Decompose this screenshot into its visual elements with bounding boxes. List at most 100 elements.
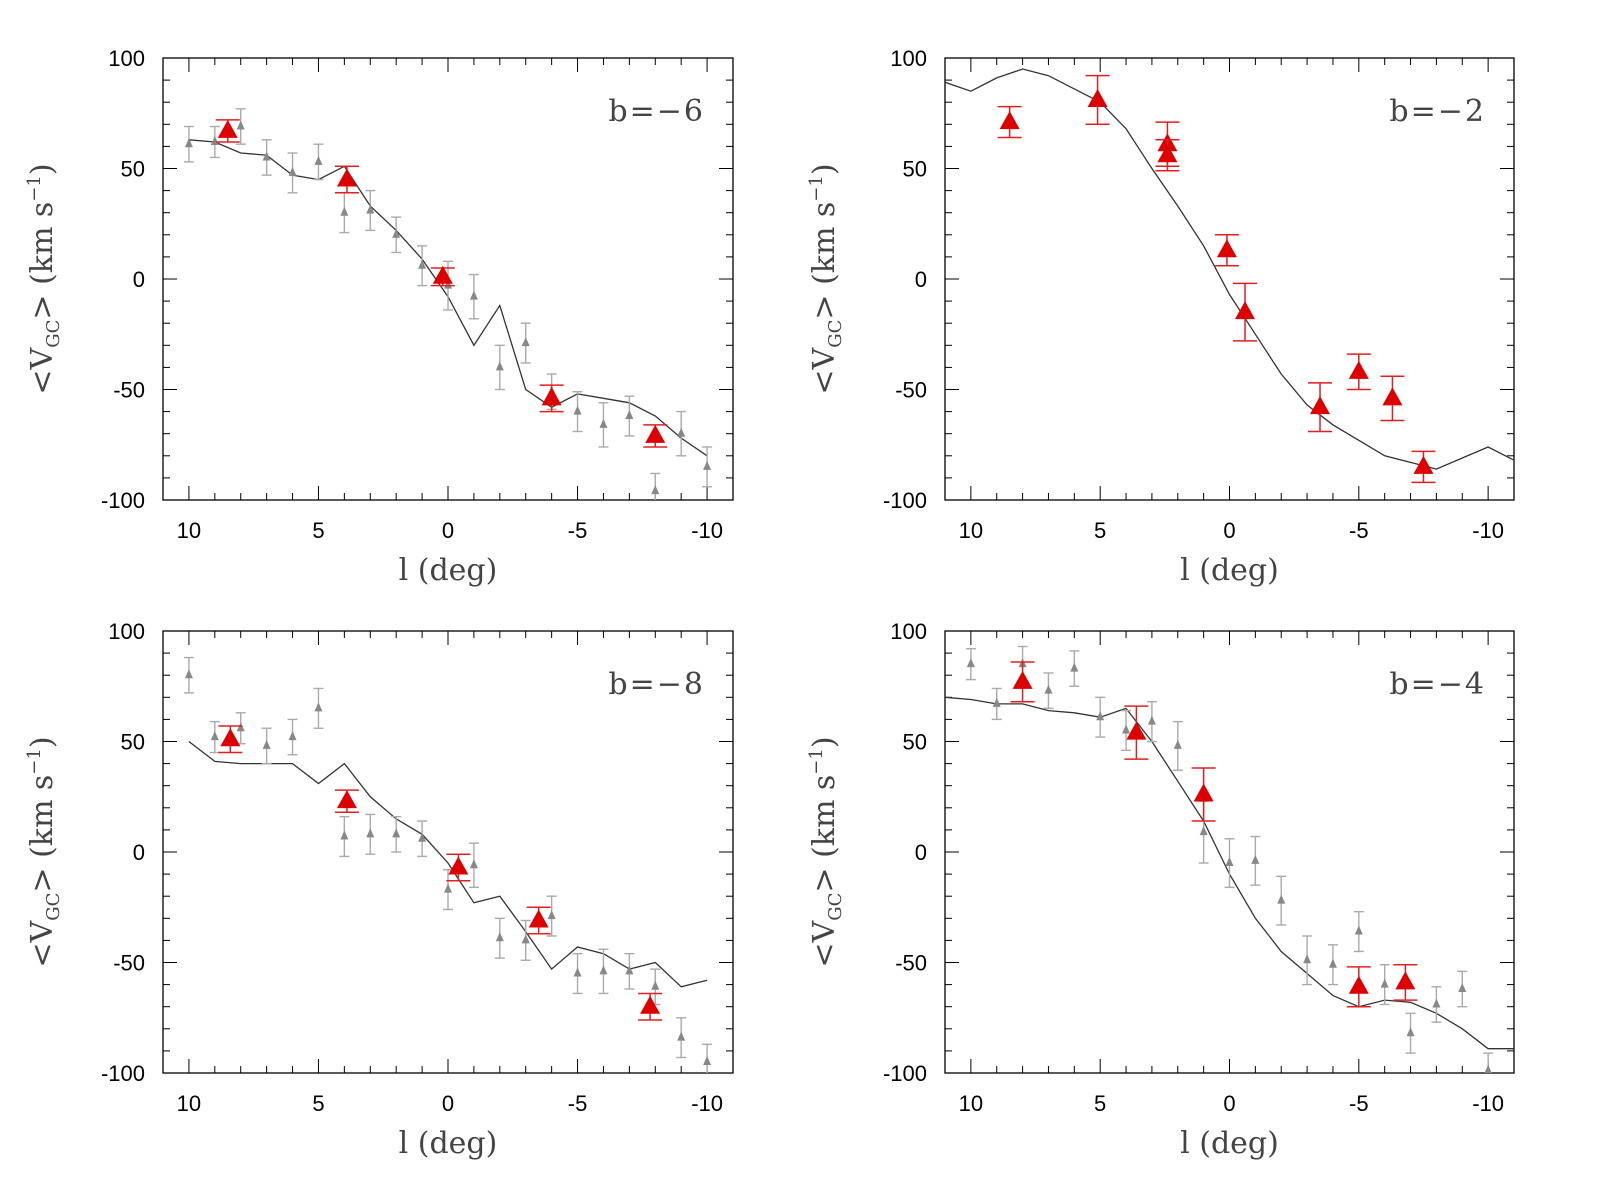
gray-data-point [625,965,634,975]
y-tick-label: 100 [108,46,145,71]
x-tick-label: 5 [312,1091,324,1116]
gray-data-point [1458,983,1467,993]
gray-data-point [288,166,297,176]
y-axis-label: <VGC> (km s−1) [806,163,846,394]
gray-data-point [677,427,686,437]
gray-data-point [1484,1064,1492,1073]
red-data-point [1348,360,1369,379]
x-tick-label: -5 [1349,1091,1369,1116]
gray-data-point [366,204,375,214]
gray-data-point [521,337,530,347]
x-tick-label: -5 [1349,518,1369,543]
y-axis-label: <VGC> (km s−1) [24,163,64,394]
gray-data-point [573,967,582,977]
gray-data-point [210,135,219,145]
gray-data-point [966,658,975,668]
x-axis-label: l (deg) [1180,553,1279,588]
red-data-point [1413,455,1434,474]
red-data-point [1216,239,1237,258]
red-data-point [1310,396,1331,415]
red-data-point [1348,975,1369,994]
red-data-point [1126,721,1147,740]
gray-data-point [184,669,193,679]
x-tick-label: -5 [568,1091,588,1116]
red-data-point [432,265,453,284]
y-tick-label: -50 [895,951,927,976]
y-tick-label: 50 [903,157,927,182]
x-tick-label: 10 [177,518,201,543]
x-axis-label: l (deg) [399,553,498,588]
y-tick-label: 100 [108,619,145,644]
gray-data-point [1406,1027,1415,1037]
red-data-point [645,424,666,443]
x-tick-label: 0 [442,1091,454,1116]
gray-data-point [573,405,582,415]
gray-data-point [444,883,452,893]
gray-data-point [340,830,349,840]
red-data-point [336,790,357,809]
gray-data-point [1173,739,1182,749]
gray-data-point [1044,684,1053,694]
red-data-point [1087,88,1108,107]
gray-data-point [210,731,219,741]
y-axis-label: <VGC> (km s−1) [806,736,846,967]
x-tick-label: 5 [1094,518,1106,543]
gray-data-point [677,1031,686,1041]
red-data-point [528,909,549,928]
y-tick-label: 0 [915,840,927,865]
panel-label: b=−8 [608,667,705,702]
y-tick-label: -100 [101,488,145,513]
panel-label: b=−6 [608,94,705,129]
gray-data-point [547,910,556,920]
y-tick-label: -100 [883,488,927,513]
red-data-point [1012,670,1033,689]
x-tick-label: 5 [312,518,324,543]
gray-data-point [418,259,427,269]
red-data-point [999,111,1020,130]
y-tick-label: 50 [121,157,145,182]
gray-data-point [1251,854,1260,864]
x-tick-label: 0 [1223,1091,1235,1116]
gray-data-point [495,932,504,942]
gray-data-point [1096,711,1105,721]
red-data-point [1193,783,1214,802]
x-tick-label: -10 [691,518,723,543]
gray-data-point [1354,925,1363,935]
gray-data-point [469,290,478,300]
y-tick-label: 0 [915,267,927,292]
red-data-point [1157,144,1178,163]
x-axis-label: l (deg) [1180,1126,1279,1161]
gray-data-point [236,120,245,130]
y-tick-label: 0 [133,267,145,292]
plot-area [183,108,713,500]
x-tick-label: 10 [177,1091,201,1116]
plot-area [945,68,1514,484]
x-axis-label: l (deg) [399,1126,498,1161]
y-tick-label: 0 [133,840,145,865]
gray-data-point [703,460,712,470]
red-data-point [1235,301,1256,320]
panel-label: b=−4 [1389,667,1486,702]
x-tick-label: -10 [1472,518,1504,543]
gray-data-point [599,418,608,428]
y-tick-label: -100 [883,1061,927,1086]
red-data-point [217,119,238,138]
panel-label: b=−2 [1389,94,1486,129]
y-tick-label: -100 [101,1061,145,1086]
gray-data-point [1147,715,1156,725]
gray-data-point [314,155,323,165]
gray-data-point [392,228,401,238]
y-tick-label: -50 [113,951,145,976]
gray-data-point [262,739,271,749]
x-tick-label: 5 [1094,1091,1106,1116]
gray-data-point [1225,857,1234,867]
plot-area [945,645,1514,1073]
y-tick-label: -50 [895,378,927,403]
x-tick-label: 0 [1223,518,1235,543]
red-data-point [1382,387,1403,406]
